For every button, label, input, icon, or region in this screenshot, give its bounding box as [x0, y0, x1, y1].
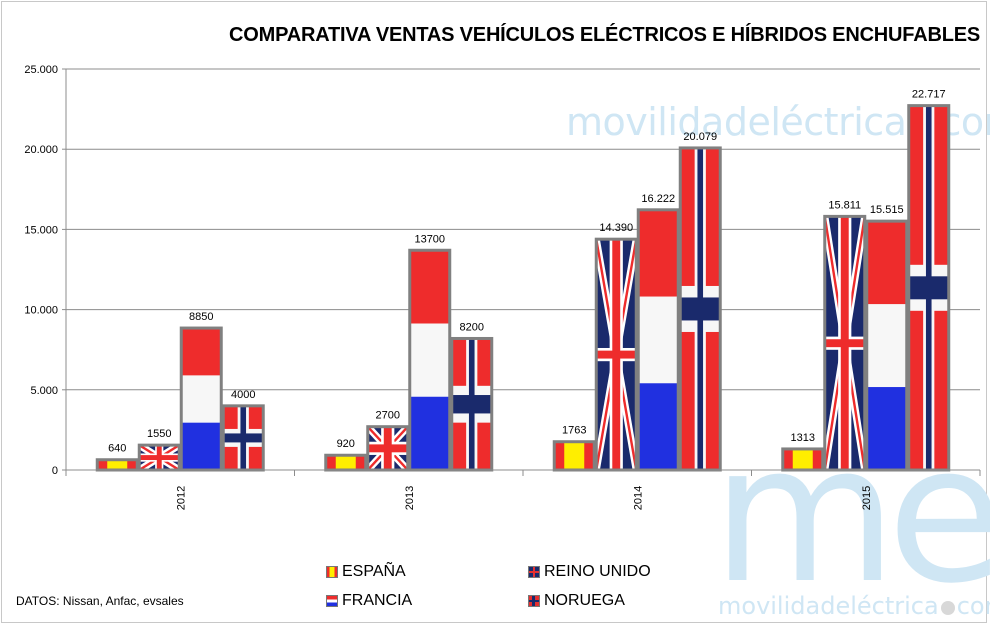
data-label: 22.717: [912, 89, 946, 101]
watermark-bottom-text: movilidadeléctrica com: [718, 592, 990, 620]
bar-france-2015: [865, 219, 909, 472]
category-label: 2015: [861, 486, 873, 510]
bar-norway-2014: [678, 146, 722, 472]
bar-uk-2012: [137, 443, 181, 472]
category-label: 2014: [632, 486, 644, 510]
data-label: 13700: [414, 233, 445, 245]
y-tick-label: 10.000: [24, 305, 58, 317]
bar-spain-2013: [324, 453, 368, 472]
bar-uk-2015: [823, 214, 867, 472]
bar-france-2014: [636, 208, 680, 472]
category-label: 2012: [175, 486, 187, 510]
bar-norway-2015: [907, 104, 951, 472]
bar-uk-2014: [594, 237, 638, 472]
bar-norway-2013: [450, 336, 494, 472]
data-label: 20.079: [683, 131, 717, 143]
y-tick-label: 25.000: [24, 64, 58, 76]
category-label: 2013: [404, 486, 416, 510]
data-label: 640: [108, 443, 126, 455]
bar-norway-2012: [221, 404, 265, 472]
bar-spain-2012: [95, 458, 139, 472]
y-tick-label: 15.000: [24, 224, 58, 236]
data-label: 8200: [460, 321, 484, 333]
watermark-post: eléctrica: [747, 100, 907, 144]
bar-france-2013: [408, 248, 452, 472]
y-tick-label: 0: [52, 465, 58, 477]
y-tick-label: 20.000: [24, 144, 58, 156]
data-label: 920: [337, 438, 355, 450]
bar-uk-2013: [366, 425, 410, 472]
watermark-bottom-dot-icon: [940, 601, 955, 615]
chart-title: COMPARATIVA VENTAS VEHÍCULOS ELÉCTRICOS …: [229, 24, 980, 46]
data-label: 2700: [376, 410, 400, 422]
data-label: 1763: [562, 425, 586, 437]
data-label: 1550: [147, 428, 171, 440]
data-label: 4000: [231, 389, 255, 401]
data-label: 14.390: [599, 222, 633, 234]
data-label: 15.811: [828, 199, 861, 211]
data-label: 15.515: [870, 204, 904, 216]
bar-france-2012: [179, 326, 223, 472]
watermark-bottom-suffix: com: [956, 592, 990, 620]
data-label: 16.222: [641, 193, 675, 205]
data-source-note: DATOS: Nissan, Anfac, evsales: [16, 594, 184, 608]
bar-spain-2015: [781, 447, 825, 472]
data-label: 1313: [791, 432, 815, 444]
watermark-bottom-pre: movilidadeléctrica: [718, 592, 939, 620]
data-label: 8850: [189, 311, 213, 323]
watermark-pre: movilidad: [566, 100, 748, 144]
y-tick-label: 5.000: [30, 385, 58, 397]
bar-spain-2014: [552, 440, 596, 472]
